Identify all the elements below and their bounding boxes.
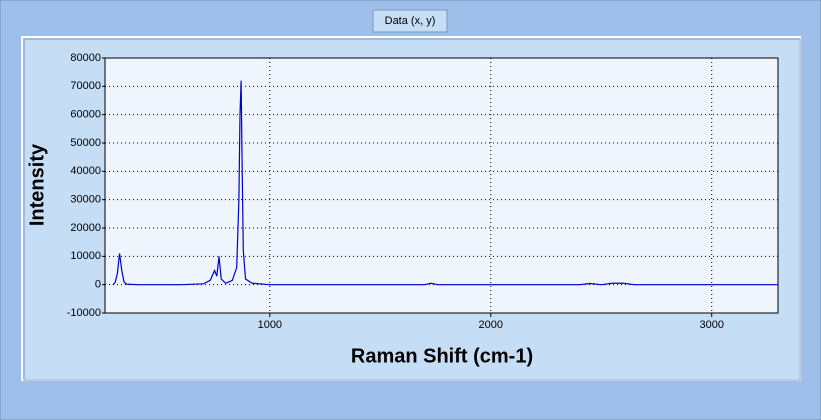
data-line (112, 80, 778, 286)
y-tick-label: 20000 (70, 222, 101, 234)
y-tick-label: 10000 (70, 250, 101, 262)
legend-box[interactable] (372, 9, 448, 33)
y-tick-label: 40000 (70, 165, 101, 177)
y-axis-label: Intensity (26, 143, 48, 226)
y-tick-label: 30000 (70, 194, 101, 206)
y-tick-label: -10000 (67, 307, 101, 319)
x-tick-label: 2000 (479, 319, 503, 331)
y-tick-label: 60000 (70, 109, 101, 121)
panel-shadow (23, 38, 801, 381)
y-tick-label: 0 (95, 279, 101, 291)
x-tick-label: 3000 (699, 319, 723, 331)
x-axis-label: Raman Shift (cm-1) (351, 345, 533, 367)
y-tick-label: 50000 (70, 137, 101, 149)
y-tick-label: 80000 (70, 52, 101, 64)
plot-area (104, 57, 779, 314)
legend-label: Data (x, y) (385, 15, 436, 27)
x-tick-label: 1000 (258, 319, 282, 331)
y-tick-label: 70000 (70, 80, 101, 92)
